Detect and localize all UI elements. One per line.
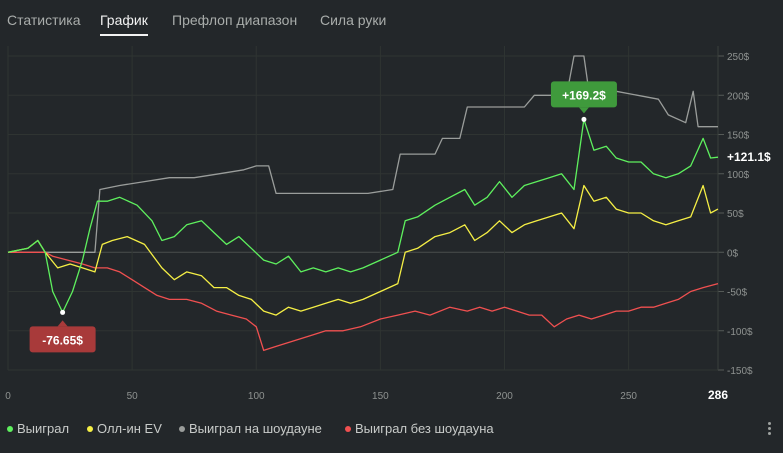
- more-options-icon[interactable]: [764, 420, 774, 438]
- tab-statistics[interactable]: Статистика: [7, 12, 81, 28]
- legend-label-allin-ev: Олл-ин EV: [97, 421, 162, 436]
- legend-label-won-showdown: Выиграл на шоудауне: [189, 421, 322, 436]
- legend-dot-won-no-showdown: [345, 425, 351, 432]
- x-tick-label: 0: [5, 391, 11, 402]
- y-tick-label: 150$: [727, 131, 750, 142]
- tab-graph[interactable]: График: [100, 12, 148, 36]
- legend-label-won: Выиграл: [17, 421, 70, 436]
- chart-grid: [7, 46, 724, 371]
- y-tick-label: -100$: [727, 327, 753, 338]
- legend-item-won[interactable]: Выиграл: [7, 421, 69, 436]
- y-tick-label: 50$: [727, 209, 744, 220]
- legend-item-allin-ev[interactable]: Олл-ин EV: [87, 421, 162, 436]
- y-tick-label: 200$: [727, 91, 750, 102]
- min-badge-pointer: [57, 320, 68, 327]
- max-badge: [550, 81, 617, 108]
- legend-dot-won: [7, 425, 13, 432]
- tab-hand-strength[interactable]: Сила руки: [320, 12, 387, 28]
- series-allin-ev: [7, 184, 719, 316]
- legend-dot-won-showdown: [179, 425, 185, 432]
- chart-legend: Выиграл Олл-ин EV Выиграл на шоудауне Вы…: [0, 421, 783, 443]
- legend-label-won-no-showdown: Выиграл без шоудауна: [355, 421, 494, 436]
- last-value-label: +121.1$: [727, 150, 771, 164]
- min-point-marker: [60, 309, 66, 315]
- tab-bar: Статистика График Префлоп диапазон Сила …: [0, 0, 783, 40]
- x-tick-label: 150: [372, 391, 389, 402]
- x-tick-label: 250: [620, 391, 637, 402]
- y-tick-label: 250$: [727, 52, 750, 63]
- y-axis-ticks: 250$ 200$ 150$ 100$ 50$ 0$ -50$ -100$ -150$: [727, 52, 753, 377]
- x-tick-label: 200: [496, 391, 513, 402]
- x-axis-ticks: 0 50 100 150 200 250 286: [5, 388, 728, 402]
- series-won: [7, 118, 719, 314]
- max-point-marker: [581, 116, 587, 122]
- y-tick-label: -150$: [727, 366, 753, 377]
- legend-item-won-no-showdown[interactable]: Выиграл без шоудауна: [345, 421, 494, 436]
- chart-annotations: +169.2$ -76.65$ +121.1$: [29, 81, 771, 353]
- y-tick-label: -50$: [727, 288, 747, 299]
- legend-dot-allin-ev: [87, 425, 93, 432]
- tab-preflop-range[interactable]: Префлоп диапазон: [172, 12, 298, 28]
- max-badge-label: +169.2$: [562, 88, 606, 102]
- max-badge-pointer: [578, 107, 589, 114]
- last-hand-label: 286: [708, 388, 728, 402]
- min-badge-label: -76.65$: [42, 333, 83, 347]
- series-won-no-showdown: [8, 251, 719, 352]
- min-badge: [29, 326, 96, 353]
- legend-item-won-showdown[interactable]: Выиграл на шоудауне: [179, 421, 322, 436]
- x-tick-label: 100: [248, 391, 265, 402]
- x-tick-label: 50: [127, 391, 139, 402]
- y-tick-label: 100$: [727, 170, 750, 181]
- profit-chart: 250$ 200$ 150$ 100$ 50$ 0$ -50$ -100$ -150$ 0 50 1…: [5, 46, 771, 402]
- y-tick-label: 0$: [727, 248, 739, 259]
